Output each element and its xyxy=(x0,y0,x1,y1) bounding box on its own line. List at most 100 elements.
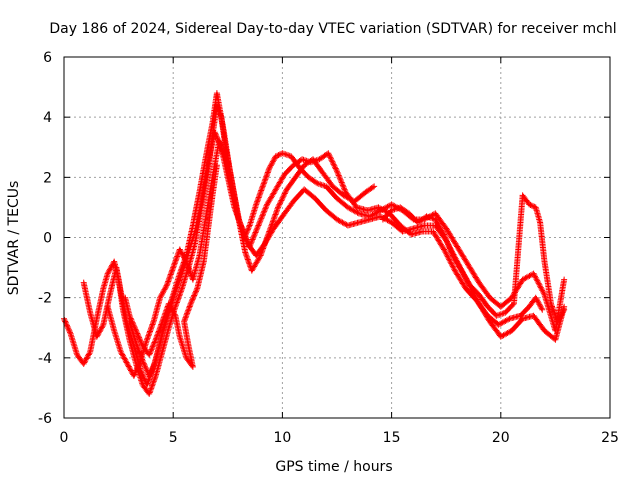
data-point-marker xyxy=(261,226,276,247)
data-point-marker xyxy=(495,316,512,328)
data-point-marker xyxy=(178,251,191,277)
data-point-marker xyxy=(539,306,546,313)
data-point-marker xyxy=(334,195,350,210)
chart-title: Day 186 of 2024, Sidereal Day-to-day VTE… xyxy=(49,21,616,37)
data-point-marker xyxy=(371,183,378,190)
data-point-marker xyxy=(146,374,159,397)
data-point-marker xyxy=(181,302,194,325)
data-point-marker xyxy=(449,252,464,273)
data-point-marker xyxy=(189,190,203,229)
data-point-marker xyxy=(541,258,554,306)
data-point-marker xyxy=(497,328,514,340)
data-point-marker xyxy=(163,266,176,289)
data-point-marker xyxy=(218,144,231,179)
data-point-marker xyxy=(554,308,567,325)
data-point-marker xyxy=(224,174,237,209)
y-tick-label: -6 xyxy=(38,411,52,427)
data-point-marker xyxy=(176,333,189,360)
data-point-marker xyxy=(248,253,263,274)
data-point-marker xyxy=(165,300,178,318)
data-point-marker xyxy=(342,189,359,210)
data-points xyxy=(61,90,568,397)
data-point-marker xyxy=(209,163,220,199)
data-point-marker xyxy=(379,208,394,223)
data-point-marker xyxy=(432,210,449,231)
data-point-marker xyxy=(187,287,200,307)
data-point-marker xyxy=(152,332,165,364)
x-tick-label: 25 xyxy=(601,430,619,446)
data-point-marker xyxy=(185,344,196,370)
data-point-marker xyxy=(312,195,329,213)
data-point-marker xyxy=(255,202,270,229)
data-point-marker xyxy=(530,270,547,297)
data-point-marker xyxy=(159,311,172,337)
data-point-marker xyxy=(213,90,227,131)
data-point-marker xyxy=(465,261,482,285)
data-point-marker xyxy=(104,303,117,333)
y-tick-label: 4 xyxy=(43,110,52,126)
data-point-marker xyxy=(517,304,532,319)
x-tick-label: 0 xyxy=(60,430,69,446)
y-tick-label: -4 xyxy=(38,351,52,367)
data-point-marker xyxy=(113,264,124,294)
data-point-marker xyxy=(458,267,473,288)
x-tick-label: 15 xyxy=(383,430,401,446)
data-point-marker xyxy=(246,202,259,229)
x-tick-label: 5 xyxy=(169,430,178,446)
data-point-marker xyxy=(355,216,372,226)
data-point-marker xyxy=(388,219,405,234)
data-point-marker xyxy=(231,204,244,228)
data-point-marker xyxy=(316,151,330,163)
data-point-marker xyxy=(325,150,340,173)
data-point-marker xyxy=(192,199,205,235)
data-point-marker xyxy=(344,204,361,216)
data-point-marker xyxy=(266,154,279,172)
data-point-marker xyxy=(172,272,185,295)
data-point-marker xyxy=(172,287,185,310)
data-point-marker xyxy=(561,306,568,313)
data-point-marker xyxy=(296,165,311,180)
data-point-marker xyxy=(484,303,499,318)
data-point-marker xyxy=(334,168,349,194)
data-point-marker xyxy=(264,187,279,208)
data-point-marker xyxy=(323,183,339,201)
data-point-marker xyxy=(157,284,169,301)
data-point-marker xyxy=(476,291,490,309)
data-point-marker xyxy=(275,187,290,211)
data-point-marker xyxy=(366,208,383,220)
data-point-marker xyxy=(122,294,133,318)
data-point-marker xyxy=(181,320,192,349)
data-point-marker xyxy=(150,296,163,325)
data-point-marker xyxy=(198,160,211,205)
data-point-marker xyxy=(283,175,298,193)
data-point-marker xyxy=(80,350,93,367)
data-point-marker xyxy=(93,287,106,322)
axis-ticks: 0 5 10 15 20 25 -6 -4 -2 0 2 4 6 xyxy=(38,50,619,446)
data-point-marker xyxy=(530,312,547,333)
data-point-marker xyxy=(130,359,143,379)
data-point-marker xyxy=(133,327,145,348)
data-point-marker xyxy=(124,321,137,348)
data-point-marker xyxy=(196,215,209,259)
data-point-marker xyxy=(473,297,490,318)
x-tick-label: 20 xyxy=(492,430,510,446)
data-point-marker xyxy=(519,271,536,283)
data-point-marker xyxy=(205,194,216,232)
data-point-marker xyxy=(185,230,198,256)
data-point-marker xyxy=(200,227,211,265)
data-point-marker xyxy=(362,184,376,196)
data-point-marker xyxy=(502,301,516,316)
data-point-marker xyxy=(270,214,285,232)
data-point-marker xyxy=(246,223,261,250)
data-point-marker xyxy=(537,219,548,263)
data-point-marker xyxy=(189,254,202,283)
data-point-marker xyxy=(532,294,545,312)
data-point-marker xyxy=(253,241,268,259)
data-point-marker xyxy=(172,312,183,339)
data-point-marker xyxy=(430,228,447,252)
data-point-marker xyxy=(486,318,503,339)
data-point-marker xyxy=(451,267,469,291)
data-point-marker xyxy=(423,213,437,222)
data-point-marker xyxy=(454,243,471,267)
data-point-marker xyxy=(497,295,514,310)
